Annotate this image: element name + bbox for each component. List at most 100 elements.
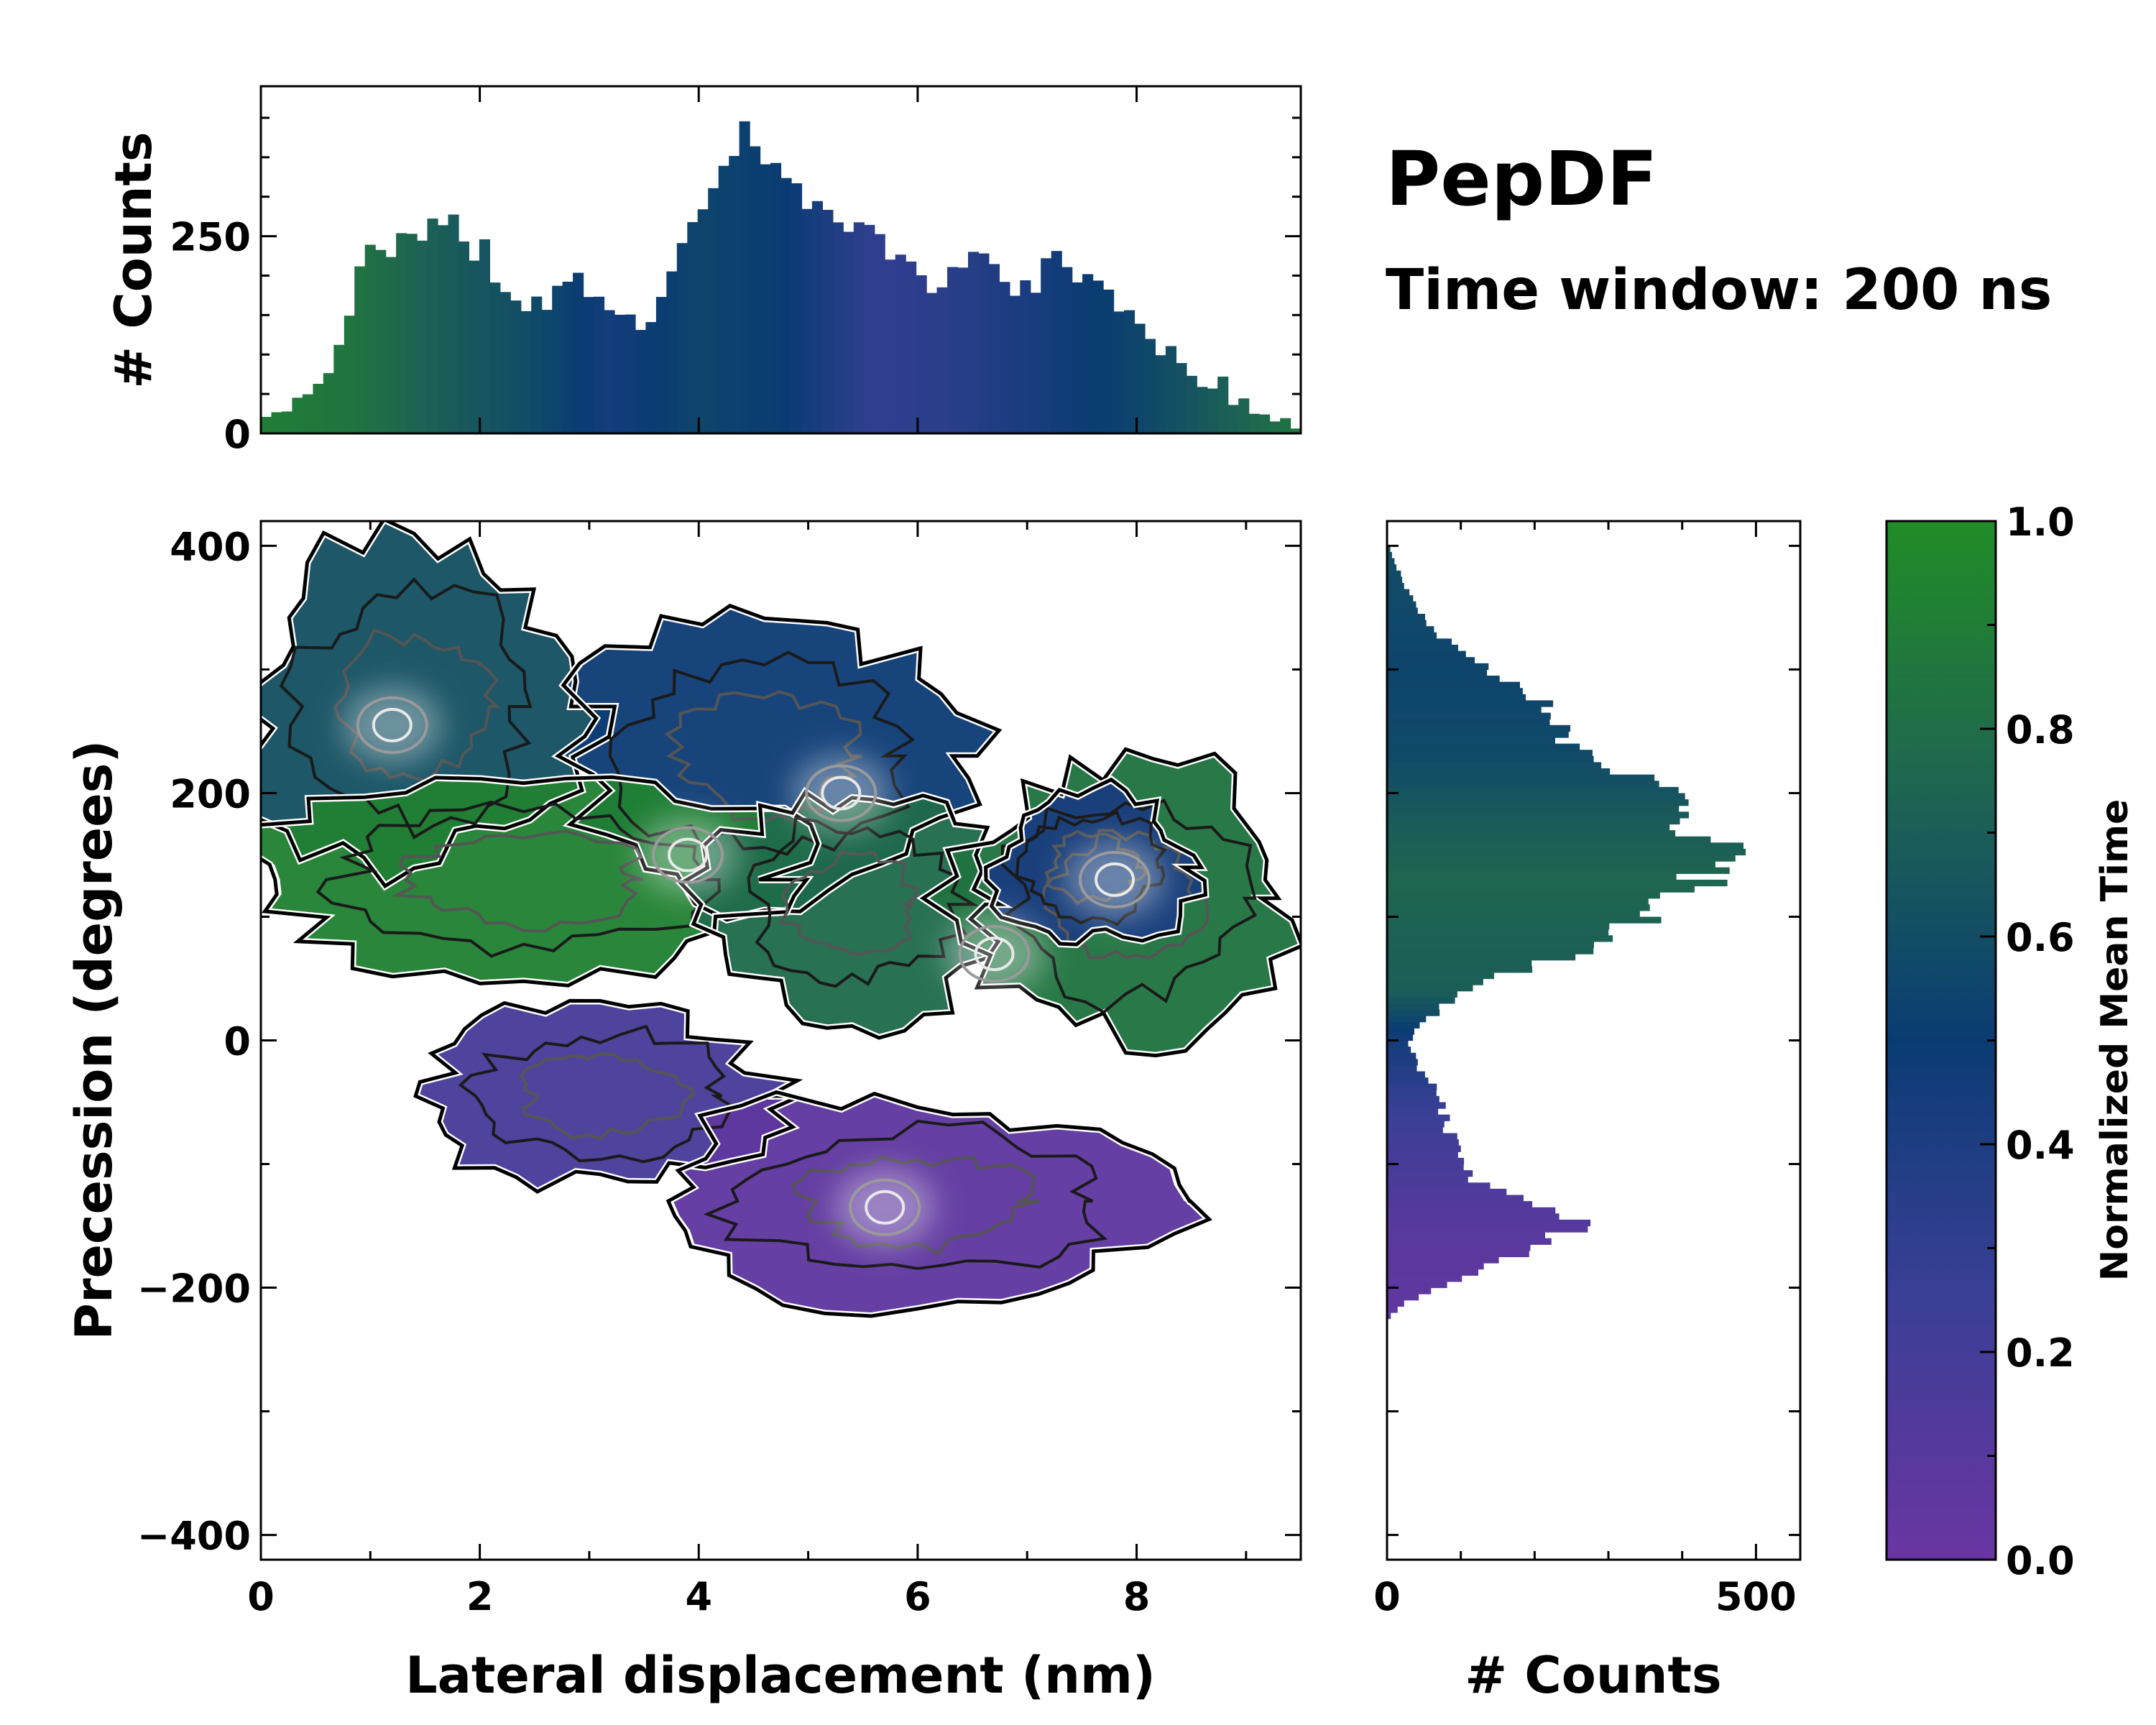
top-histogram-bar	[697, 209, 709, 433]
y-tick-label: 200	[170, 771, 251, 816]
contour-outer	[554, 603, 1003, 922]
right-histogram-bar	[1387, 1108, 1439, 1116]
top-histogram-bar	[1207, 388, 1218, 433]
x-tick-label: 8	[1123, 1574, 1151, 1619]
top-histogram-bar	[874, 234, 885, 433]
right-histogram-bar	[1387, 1102, 1446, 1109]
right-histogram-bar	[1387, 873, 1677, 880]
top-histogram-bar	[604, 310, 615, 433]
top-histogram-bar	[271, 412, 282, 433]
right-histogram-bar	[1387, 774, 1655, 781]
top-histogram-frame	[259, 85, 1302, 435]
right-histogram-bar	[1387, 892, 1660, 899]
right-histogram-bar	[1387, 910, 1640, 918]
right-histogram-bar	[1387, 1121, 1445, 1128]
right-histogram-bar	[1387, 861, 1715, 868]
colorbar-gradient	[1885, 520, 1997, 1561]
contour-level	[703, 1119, 1108, 1271]
right-histogram-bar	[1387, 1077, 1429, 1085]
right-histogram-bar	[1387, 1256, 1499, 1264]
colorbar-tick-label: 0.6	[2006, 915, 2075, 960]
right-histogram-bar	[1387, 1275, 1462, 1282]
top-histogram-bar	[968, 252, 980, 433]
right-histogram-bar	[1387, 552, 1392, 559]
right-histogram-bars	[1387, 539, 1746, 1320]
right-histogram-bar	[1387, 793, 1685, 800]
heatmap-density	[261, 521, 1301, 1320]
right-histogram-bar	[1387, 1281, 1447, 1289]
x-tick-label: 0	[1373, 1574, 1401, 1619]
top-histogram-bar	[1259, 414, 1271, 433]
right-histogram-bar	[1387, 1232, 1545, 1239]
right-histogram-bar	[1387, 1306, 1398, 1313]
right-histogram-bar	[1387, 1312, 1391, 1320]
x-tick-label: 6	[904, 1574, 931, 1619]
right-histogram-bar	[1387, 1176, 1468, 1183]
contour-outer	[261, 775, 820, 988]
top-histogram-bar	[261, 417, 272, 433]
right-histogram-bar	[1387, 1225, 1588, 1233]
right-histogram-bar	[1387, 904, 1650, 911]
contour-level	[791, 1155, 1041, 1256]
right-histogram-bar	[1387, 1126, 1443, 1134]
y-tick-label: 0	[224, 412, 251, 457]
top-histogram-ylabel: # Counts	[104, 132, 163, 388]
right-histogram-bar	[1387, 676, 1500, 683]
top-histogram-bar	[458, 242, 469, 433]
top-histogram-bar	[1227, 405, 1239, 433]
top-histogram-bar	[655, 297, 667, 433]
right-histogram-bar	[1387, 985, 1473, 992]
right-histogram-bar	[1387, 1071, 1425, 1078]
right-histogram-bar	[1387, 886, 1695, 893]
right-histogram-bar	[1387, 799, 1689, 806]
top-histogram-bar	[364, 244, 376, 433]
contour-level	[391, 829, 644, 933]
right-histogram-bar	[1387, 1238, 1552, 1245]
right-histogram-bar	[1387, 842, 1743, 850]
top-histogram-bar	[625, 314, 636, 433]
top-histogram-bar	[947, 267, 959, 433]
right-histogram-bar	[1387, 719, 1550, 726]
top-histogram-bar	[729, 156, 740, 433]
y-tick-label: 0	[224, 1019, 251, 1064]
right-histogram-bar	[1387, 1064, 1417, 1072]
top-histogram-bar	[499, 292, 511, 433]
contour-level	[519, 1052, 696, 1141]
top-histogram-bar	[281, 411, 292, 433]
top-histogram-bar	[385, 257, 397, 433]
right-histogram-bar	[1387, 1300, 1404, 1307]
top-histogram-bar	[739, 121, 750, 433]
top-histogram-bar	[417, 240, 428, 433]
x-tick-label: 2	[466, 1574, 494, 1619]
right-histogram: 0 500 # Counts	[1373, 520, 1802, 1705]
right-histogram-bar	[1387, 1059, 1418, 1066]
right-histogram-bar	[1387, 583, 1404, 590]
right-histogram-bar	[1387, 1052, 1416, 1059]
colorbar-tick-label: 0.2	[2006, 1330, 2075, 1376]
density-contours	[261, 521, 1301, 1320]
top-histogram-bar	[1238, 398, 1250, 433]
right-histogram-bar	[1387, 1095, 1439, 1103]
top-histogram-bar	[1165, 346, 1176, 433]
right-histogram-bar	[1387, 1182, 1491, 1190]
top-histogram-ticks: 0 250	[170, 86, 1301, 457]
main-heatmap: 0 2 4 6 8 −400 −200 0 200 400 Lateral displacemen…	[65, 520, 1302, 1705]
top-histogram-bar	[562, 281, 573, 433]
top-histogram-bar	[666, 271, 678, 433]
top-histogram-bar	[1041, 258, 1052, 433]
top-histogram-bar	[708, 188, 719, 433]
right-histogram-bar	[1387, 712, 1551, 719]
right-histogram-bar	[1387, 811, 1689, 819]
right-histogram-bar	[1387, 786, 1679, 794]
top-histogram-bar	[1092, 280, 1104, 433]
right-histogram-bar	[1387, 855, 1736, 862]
top-histogram-bar	[583, 297, 594, 433]
top-histogram-bar	[438, 225, 449, 433]
top-histogram-bar	[957, 267, 969, 433]
top-histogram-bar	[344, 316, 355, 433]
top-histogram-bar	[750, 146, 761, 433]
right-histogram-bar	[1387, 929, 1609, 936]
right-histogram-bar	[1387, 546, 1391, 553]
top-histogram-bar	[1248, 413, 1260, 433]
density-peak-contour	[865, 1190, 906, 1225]
